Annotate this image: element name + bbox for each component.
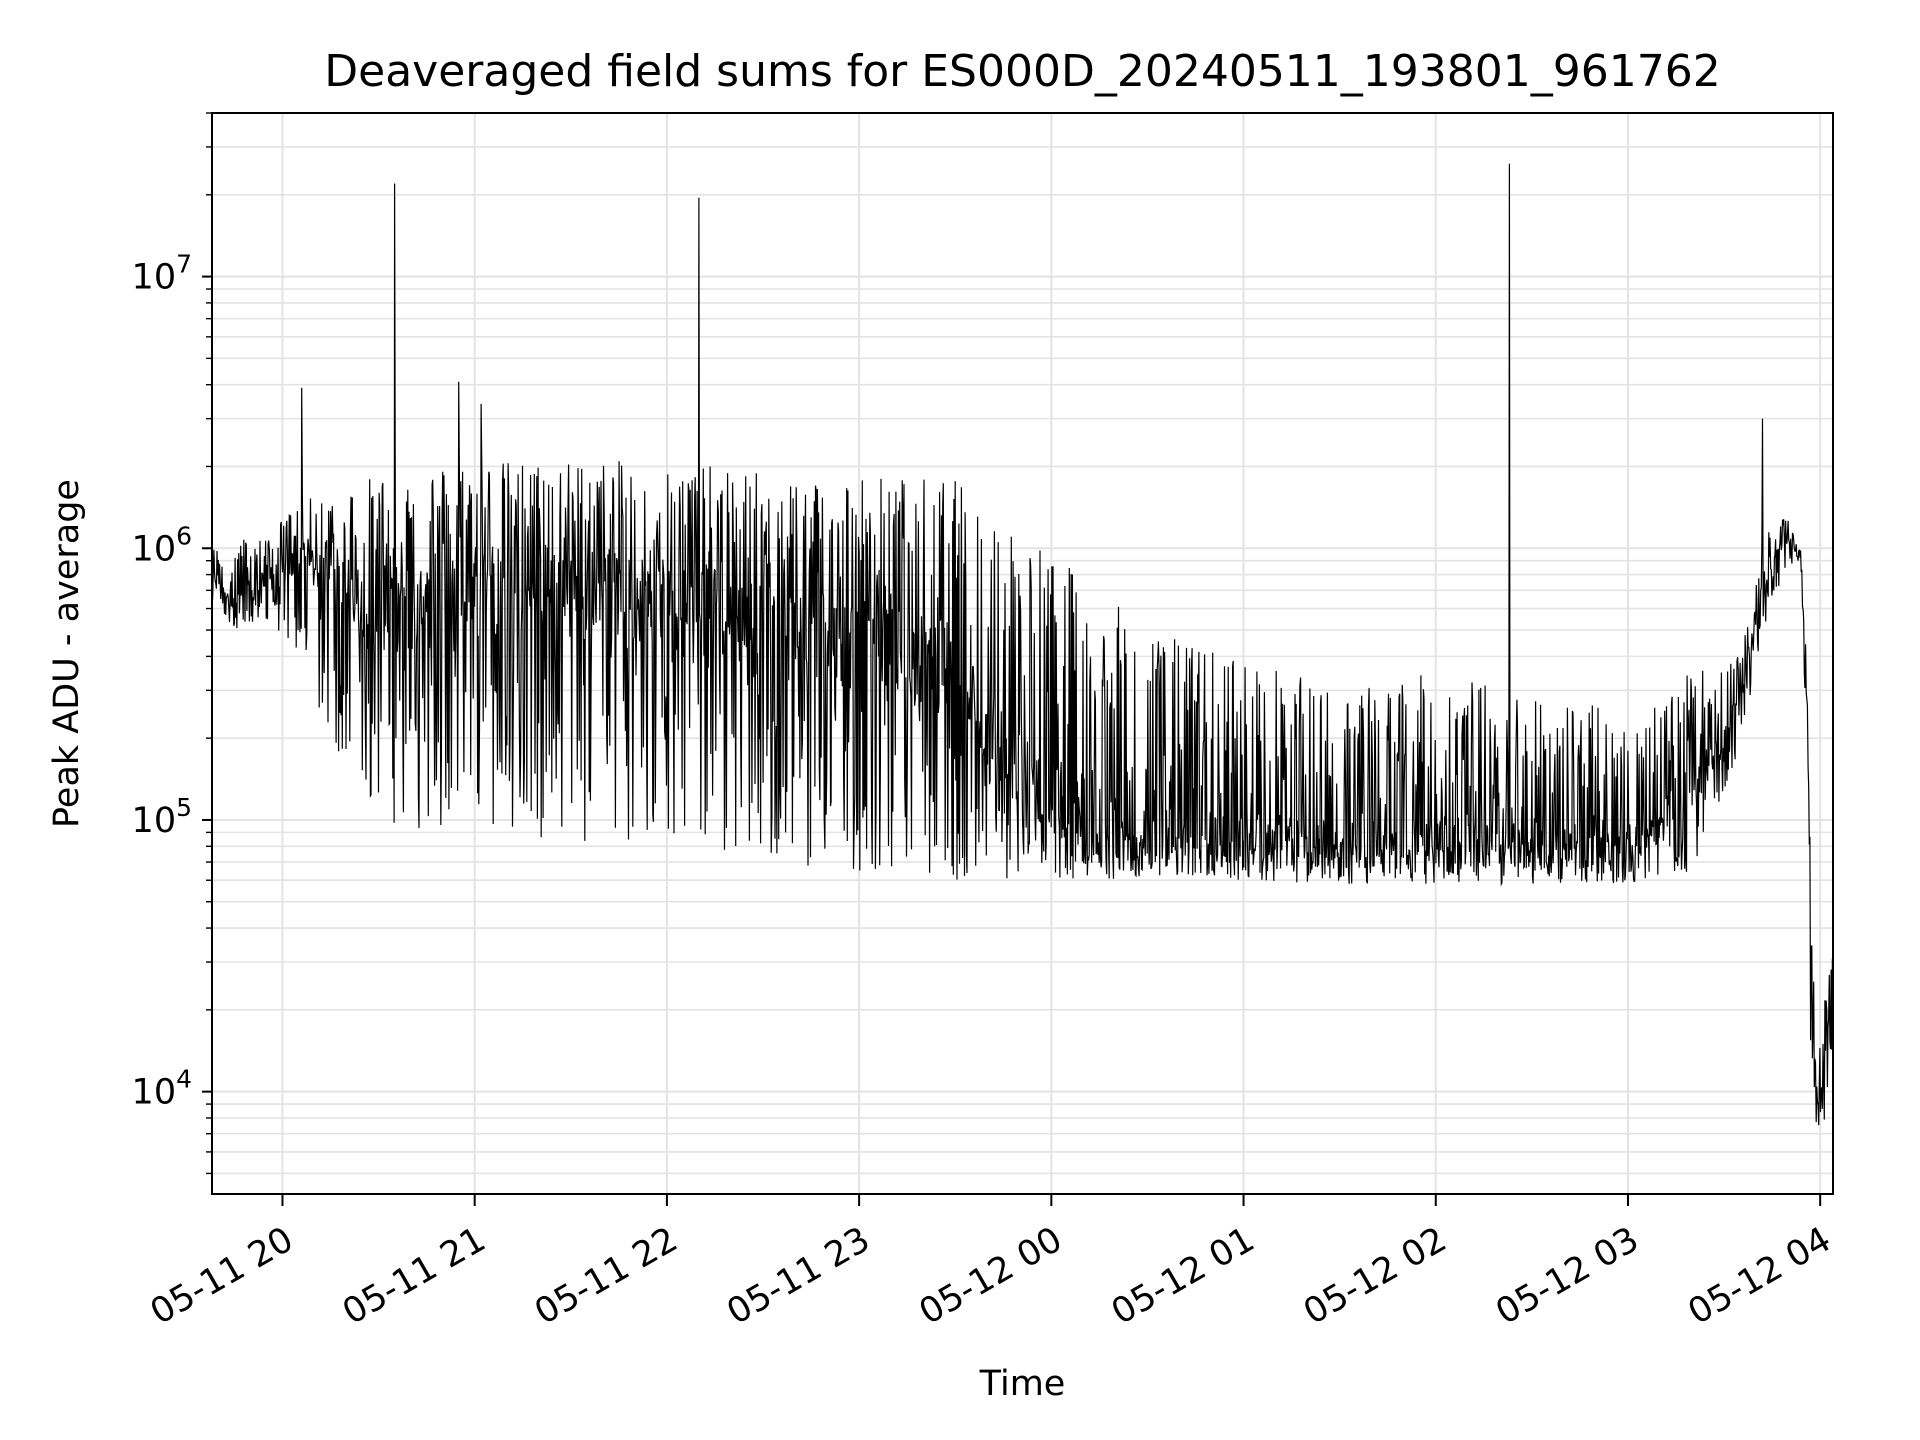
y-tick-label: 104 <box>132 1065 192 1113</box>
y-tick-label: 107 <box>132 250 192 298</box>
y-tick-label: 105 <box>132 793 192 841</box>
y-axis-label: Peak ADU - average <box>47 479 87 828</box>
data-series <box>211 163 1834 1126</box>
data-line <box>211 163 1834 1126</box>
y-tick-label: 106 <box>132 521 192 569</box>
plot-frame <box>211 112 1834 1195</box>
chart-title: Deaveraged field sums for ES000D_2024051… <box>324 46 1720 97</box>
x-axis-label: Time <box>979 1364 1066 1404</box>
